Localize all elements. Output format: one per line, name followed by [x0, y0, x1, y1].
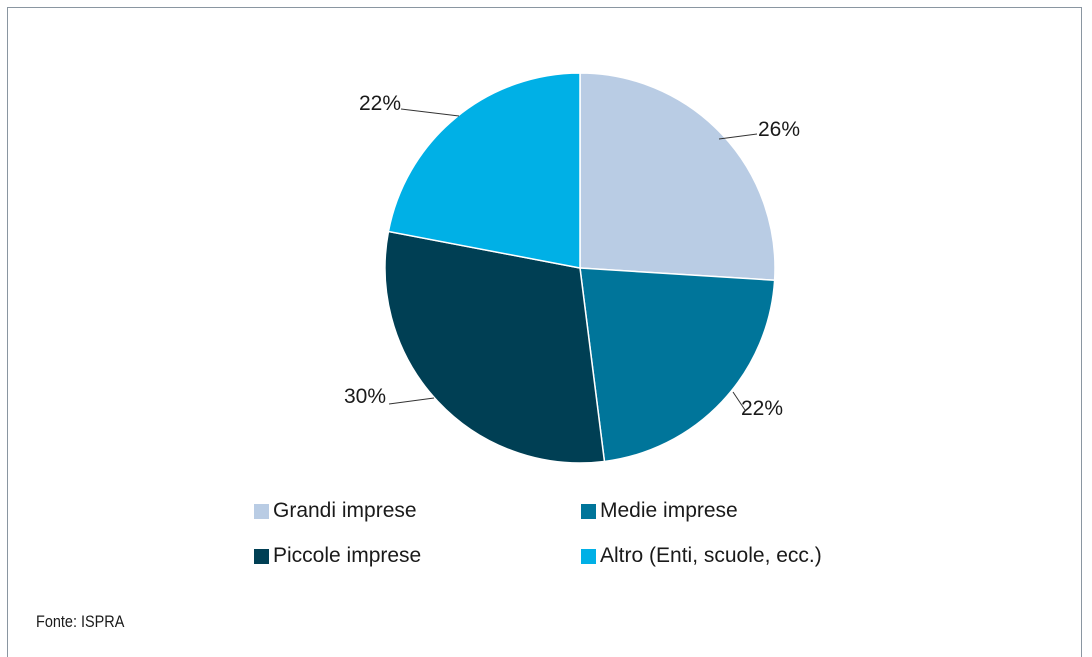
- pie-slice-3: [387, 72, 581, 269]
- source-note: Fonte: ISPRA: [36, 612, 125, 631]
- legend-item-piccole-imprese: Piccole imprese: [254, 543, 421, 569]
- pie-slice-2: [384, 230, 606, 464]
- legend-item-altro: Altro (Enti, scuole, ecc.): [581, 543, 822, 569]
- legend-swatch-altro: [581, 548, 596, 564]
- leader-line-3: [400, 108, 460, 117]
- legend-label-altro: Altro (Enti, scuole, ecc.): [600, 544, 822, 567]
- legend-item-medie-imprese: Medie imprese: [581, 498, 738, 524]
- legend-swatch-piccole-imprese: [254, 548, 269, 564]
- data-label-2: 30%: [344, 385, 386, 408]
- leader-line-2: [388, 397, 435, 405]
- leader-line-1: [732, 391, 746, 411]
- data-label-1: 22%: [741, 397, 783, 420]
- legend-item-grandi-imprese: Grandi imprese: [254, 498, 417, 524]
- legend-label-piccole-imprese: Piccole imprese: [273, 544, 422, 567]
- pie-slice-0: [579, 72, 776, 282]
- data-label-0: 26%: [758, 118, 800, 141]
- data-label-3: 22%: [359, 92, 401, 115]
- legend-swatch-grandi-imprese: [254, 503, 269, 519]
- legend-label-grandi-imprese: Grandi imprese: [273, 499, 417, 522]
- leader-line-0: [718, 133, 758, 140]
- legend-label-medie-imprese: Medie imprese: [600, 499, 738, 522]
- pie-slice-1: [579, 267, 776, 463]
- legend-swatch-medie-imprese: [581, 503, 596, 519]
